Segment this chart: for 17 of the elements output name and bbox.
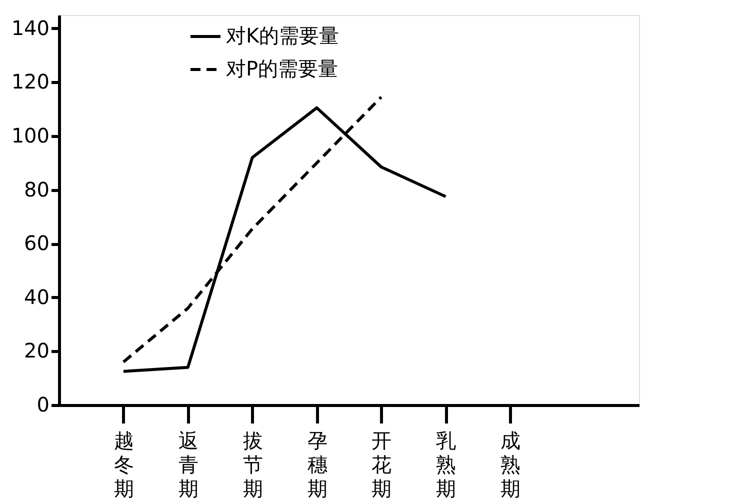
x-tick-label: 越冬期 [114,428,134,500]
x-tick-label: 乳熟期 [436,428,456,500]
y-tick-label: 140 [11,16,50,40]
y-tick-label: 100 [11,124,50,148]
y-tick-label: 40 [24,284,50,309]
legend-label: 对P的需要量 [226,56,338,80]
legend-label: 对K的需要量 [226,24,340,48]
y-tick-label: 0 [36,392,50,416]
x-tick-label: 孕穗期 [307,428,328,500]
x-tick-label: 开花期 [372,428,392,500]
y-tick-label: 80 [24,177,50,202]
x-tick-label: 成熟期 [500,428,521,500]
x-tick-label: 返青期 [178,428,198,500]
y-tick-label: 120 [11,70,50,94]
y-tick-label: 60 [24,231,50,256]
y-tick-label: 20 [24,338,50,363]
x-tick-label: 拔节期 [242,428,263,500]
